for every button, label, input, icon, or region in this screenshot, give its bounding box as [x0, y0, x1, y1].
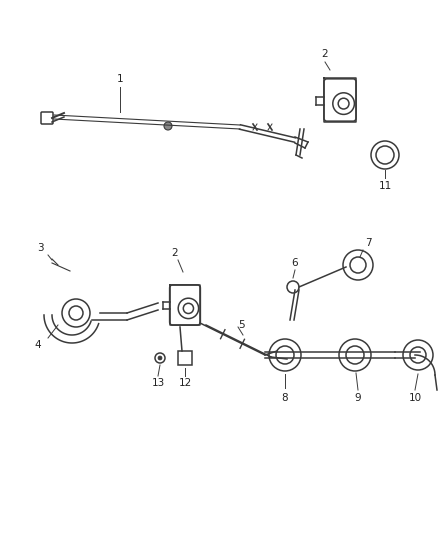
Text: 12: 12	[178, 378, 192, 388]
Text: 2: 2	[172, 248, 178, 258]
Text: 10: 10	[409, 393, 421, 403]
Text: 4: 4	[35, 340, 41, 350]
Text: 7: 7	[365, 238, 371, 248]
Text: 1: 1	[117, 74, 124, 84]
Text: 5: 5	[238, 320, 245, 330]
Text: 2: 2	[321, 49, 328, 59]
Circle shape	[158, 356, 162, 360]
Text: 13: 13	[152, 378, 165, 388]
Text: 3: 3	[37, 243, 43, 253]
Bar	[178, 351, 192, 365]
Text: 6: 6	[292, 258, 298, 268]
Text: 9: 9	[355, 393, 361, 403]
Circle shape	[164, 122, 172, 130]
Text: 8: 8	[282, 393, 288, 403]
Text: 11: 11	[378, 181, 392, 191]
